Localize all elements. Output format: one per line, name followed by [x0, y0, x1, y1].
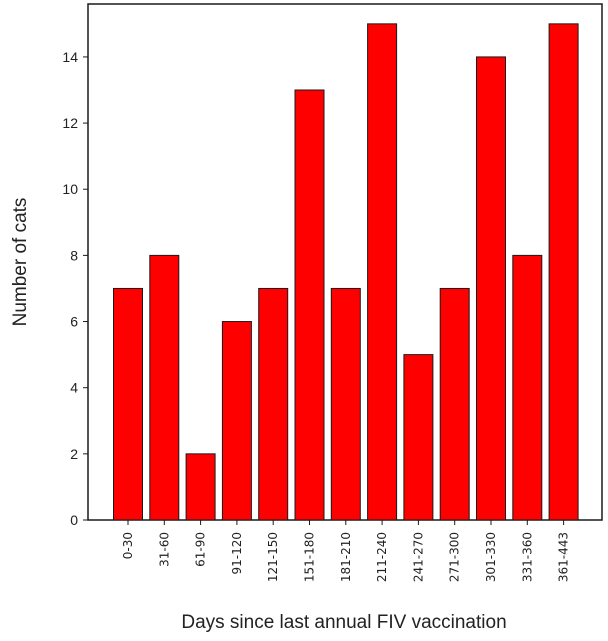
- bar-211-240: [367, 23, 398, 521]
- x-axis-title: Days since last annual FIV vaccination: [181, 612, 506, 633]
- x-tick-label-121-150: 121-150: [266, 532, 280, 582]
- y-tick-label-12: 12: [62, 115, 78, 131]
- x-tick-label-301-330: 301-330: [484, 532, 498, 582]
- y-tick-label-10: 10: [62, 181, 78, 197]
- x-tick-label-361-443: 361-443: [557, 532, 571, 582]
- y-tick-label-6: 6: [70, 314, 78, 330]
- bar-0-30: [113, 287, 143, 521]
- bar-271-300: [439, 287, 470, 521]
- x-tick-label-331-360: 331-360: [520, 532, 534, 582]
- y-axis: 0 2 4 6 8 10 12 14: [62, 49, 88, 528]
- y-tick-label-2: 2: [70, 446, 78, 462]
- bars-group: [113, 23, 579, 521]
- x-axis: 0-30 31-60 61-90 91-120 121-150 151-180 181-21…: [121, 520, 571, 582]
- bar-361-443: [548, 23, 579, 521]
- x-tick-label-61-90: 61-90: [194, 532, 208, 567]
- bar-301-330: [476, 56, 506, 521]
- bar-31-60: [149, 254, 180, 521]
- x-tick-label-181-210: 181-210: [339, 532, 353, 582]
- y-tick-label-8: 8: [70, 247, 78, 263]
- bar-61-90: [185, 453, 216, 521]
- bar-151-180: [294, 89, 325, 521]
- bar-91-120: [221, 321, 252, 521]
- x-tick-label-0-30: 0-30: [121, 532, 135, 559]
- bar-331-360: [512, 254, 543, 521]
- bar-121-150: [258, 287, 289, 521]
- x-tick-label-271-300: 271-300: [448, 532, 462, 582]
- bar-241-270: [403, 354, 434, 521]
- x-tick-label-91-120: 91-120: [230, 532, 244, 575]
- y-axis-title: Number of cats: [10, 198, 31, 327]
- y-tick-label-0: 0: [70, 512, 78, 528]
- y-tick-label-14: 14: [62, 49, 78, 65]
- x-tick-label-241-270: 241-270: [411, 532, 425, 582]
- x-tick-label-151-180: 151-180: [303, 532, 317, 582]
- x-tick-label-211-240: 211-240: [375, 532, 389, 582]
- x-tick-label-31-60: 31-60: [157, 532, 171, 567]
- bar-181-210: [330, 287, 361, 521]
- y-tick-label-4: 4: [70, 380, 78, 396]
